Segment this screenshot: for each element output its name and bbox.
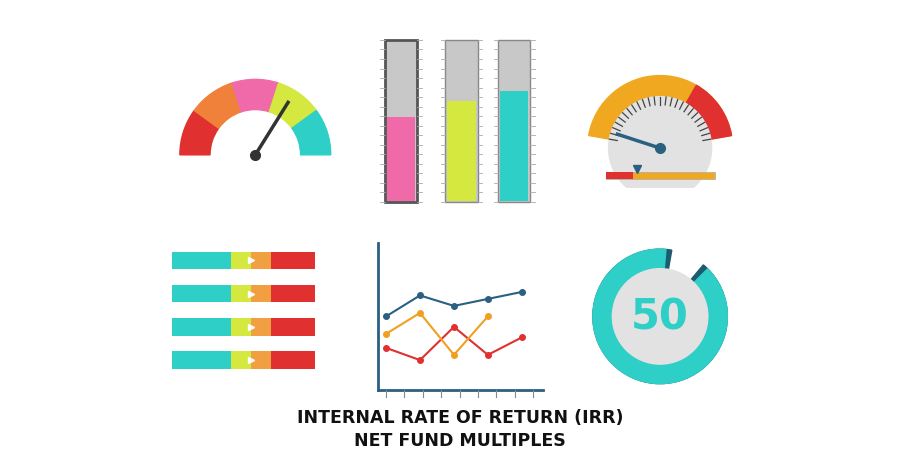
Bar [271, 319, 314, 336]
Wedge shape [194, 84, 241, 129]
Bar [172, 285, 231, 303]
Bar [172, 252, 231, 269]
Wedge shape [232, 80, 278, 112]
Wedge shape [269, 84, 316, 129]
Circle shape [608, 97, 710, 200]
Text: INTERNAL RATE OF RETURN (IRR): INTERNAL RATE OF RETURN (IRR) [297, 408, 622, 426]
Bar [231, 252, 251, 269]
Wedge shape [180, 111, 219, 156]
Bar [251, 285, 271, 303]
Text: 50: 50 [630, 296, 688, 338]
Wedge shape [588, 76, 731, 140]
Bar [231, 352, 251, 369]
Bar [605, 173, 714, 180]
Bar [447, 101, 475, 202]
Bar [385, 41, 416, 202]
Bar [172, 319, 231, 336]
Text: NET FUND MULTIPLES: NET FUND MULTIPLES [354, 431, 565, 449]
Bar [251, 252, 271, 269]
Bar [271, 252, 314, 269]
Bar [172, 352, 231, 369]
Bar [498, 41, 529, 202]
Wedge shape [686, 86, 731, 140]
Bar [605, 173, 632, 180]
Wedge shape [592, 250, 727, 384]
Bar [271, 352, 314, 369]
Bar [251, 319, 271, 336]
Wedge shape [291, 111, 331, 156]
Wedge shape [592, 250, 727, 384]
Bar [271, 285, 314, 303]
Bar [387, 118, 414, 202]
Bar [445, 41, 477, 202]
Bar [251, 352, 271, 369]
Circle shape [612, 269, 707, 364]
Bar [231, 285, 251, 303]
Bar [231, 319, 251, 336]
Bar [500, 92, 528, 202]
